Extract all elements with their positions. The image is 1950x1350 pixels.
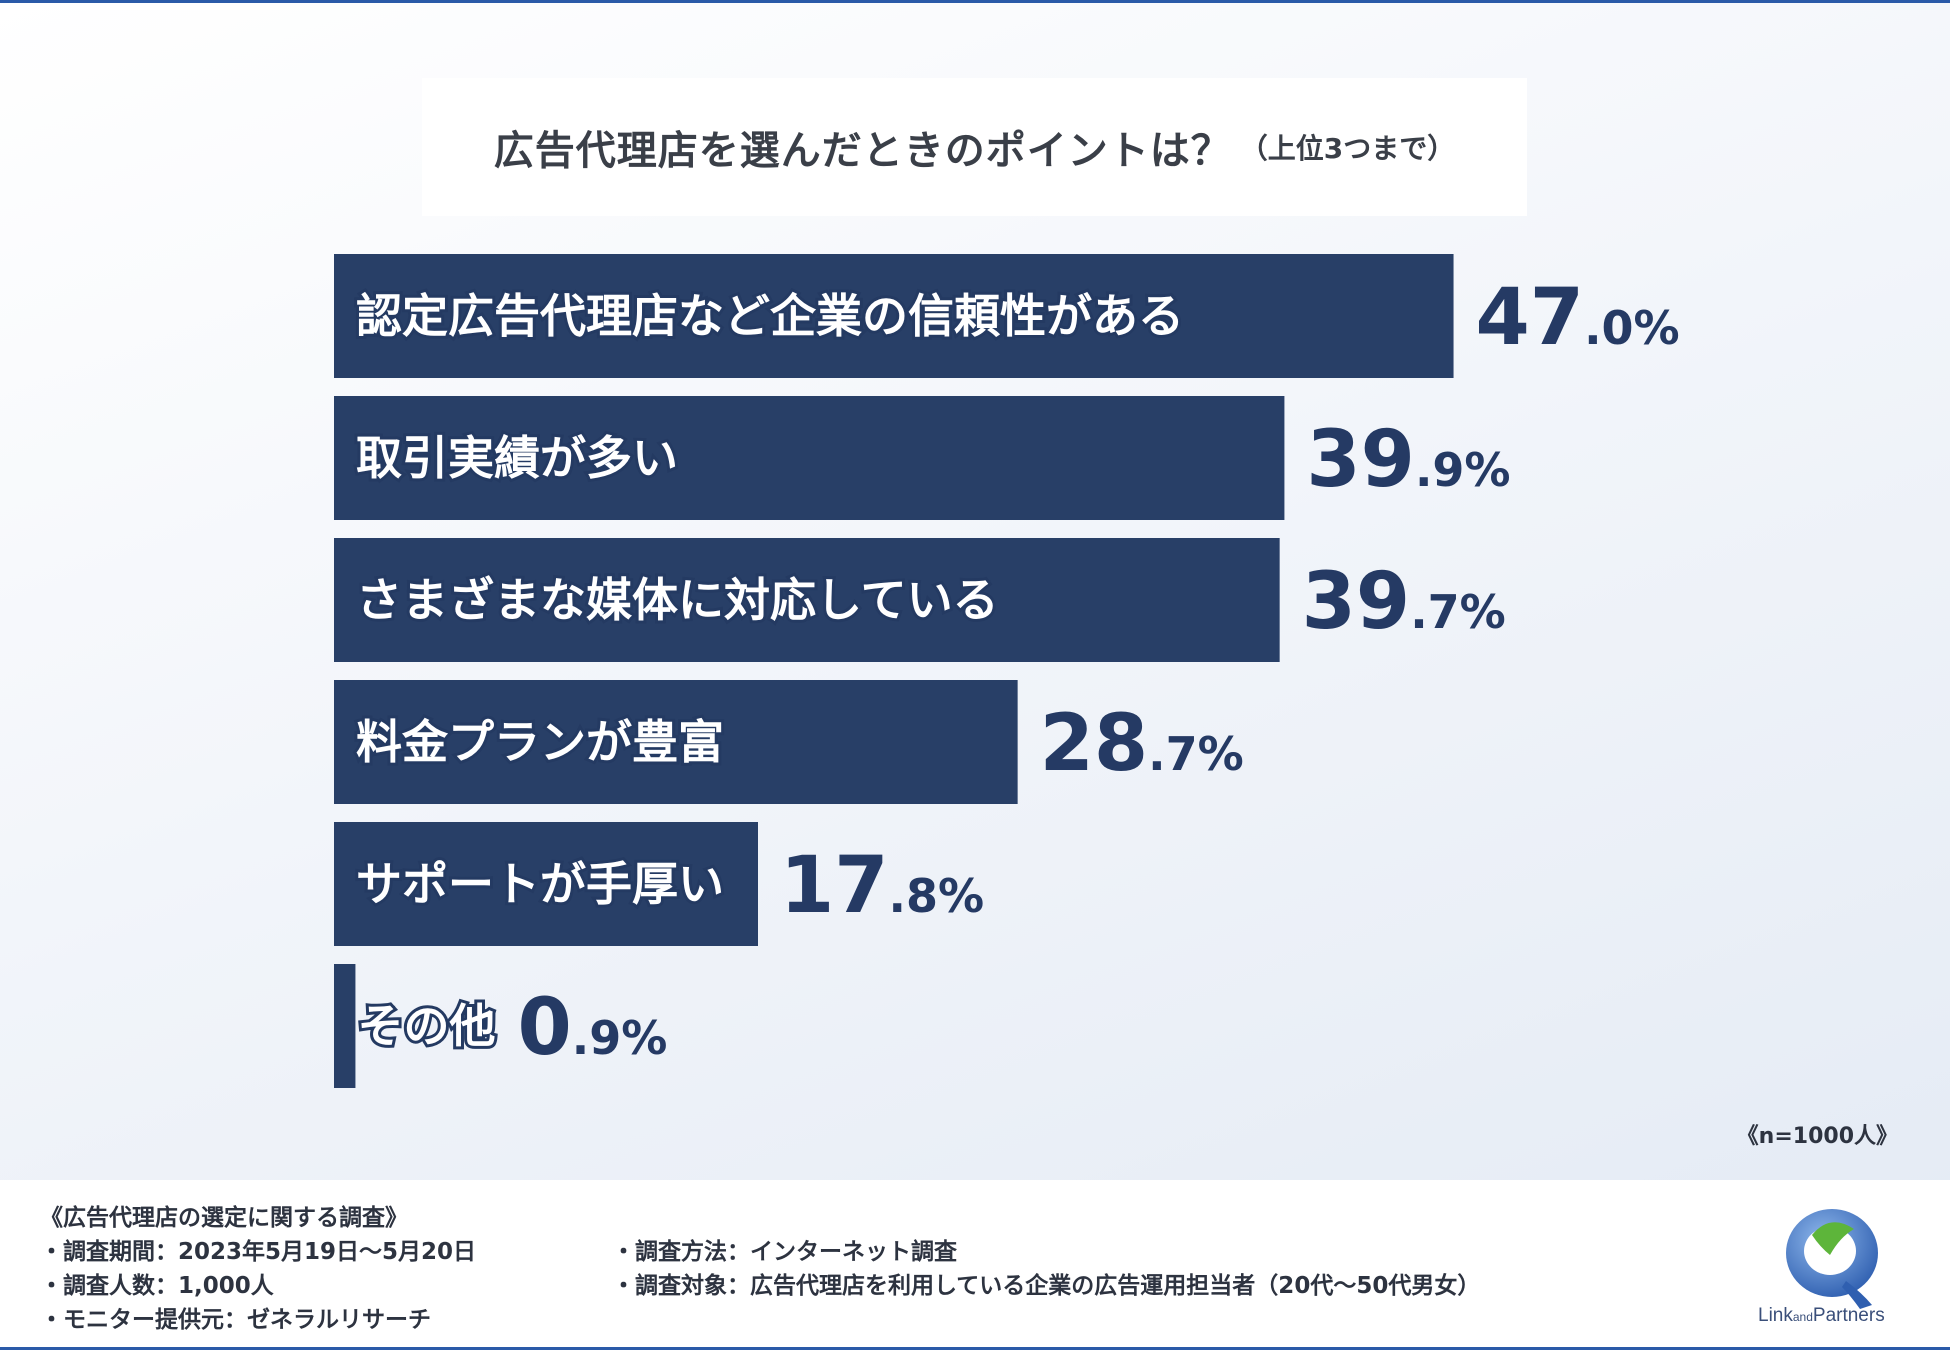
survey-method: ・調査方法：インターネット調査 [612,1239,957,1265]
survey-target: ・調査対象：広告代理店を利用している企業の広告運用担当者（20代～50代男女） [612,1273,1481,1299]
survey-provider: ・モニター提供元：ゼネラルリサーチ [40,1307,431,1333]
bottom-accent-line [0,1347,1950,1350]
top-accent-line [0,0,1950,3]
title-box: 広告代理店を選んだときのポイントは？ （上位3つまで） [422,78,1527,216]
bar-1 [334,396,1285,520]
value-label-2: 39.7% [1302,557,1506,647]
footer [0,1180,1950,1350]
bar-label-0: 認定広告代理店など企業の信頼性がある [356,289,1184,343]
bar-label-4: サポートが手厚い [356,857,724,911]
bar-label-3: 料金プランが豊富 [356,715,724,769]
logo-text: LinkandPartners [1758,1305,1885,1326]
value-label-1: 39.9% [1306,415,1510,505]
bar-5 [334,964,356,1088]
bar-label-2: さまざまな媒体に対応している [356,573,999,627]
value-label-4: 17.8% [780,841,984,931]
bar-3 [334,680,1018,804]
bar-4 [334,822,758,946]
link-and-partners-logo-icon [1786,1209,1878,1309]
bar-2 [334,538,1280,662]
chart-subtitle: （上位3つまで） [1239,132,1456,165]
bar-label-1: 取引実績が多い [356,431,678,485]
sample-size-note: 《n=1000人》 [1736,1124,1898,1149]
chart-title: 広告代理店を選んだときのポイントは？ [493,128,1232,174]
survey-respondents: ・調査人数：1,000人 [40,1273,274,1299]
value-label-0: 47.0% [1476,273,1680,363]
value-label-3: 28.7% [1040,699,1244,789]
bar-0 [334,254,1454,378]
survey-period: ・調査期間：2023年5月19日～5月20日 [40,1239,477,1265]
bar-label-5: その他 [357,999,495,1053]
survey-title: 《広告代理店の選定に関する調査》 [40,1205,408,1231]
bar-chart: 認定広告代理店など企業の信頼性がある 47.0% 取引実績が多い 39.9% さまざまな… [334,254,1680,1088]
value-label-5: 0.9% [517,983,667,1073]
